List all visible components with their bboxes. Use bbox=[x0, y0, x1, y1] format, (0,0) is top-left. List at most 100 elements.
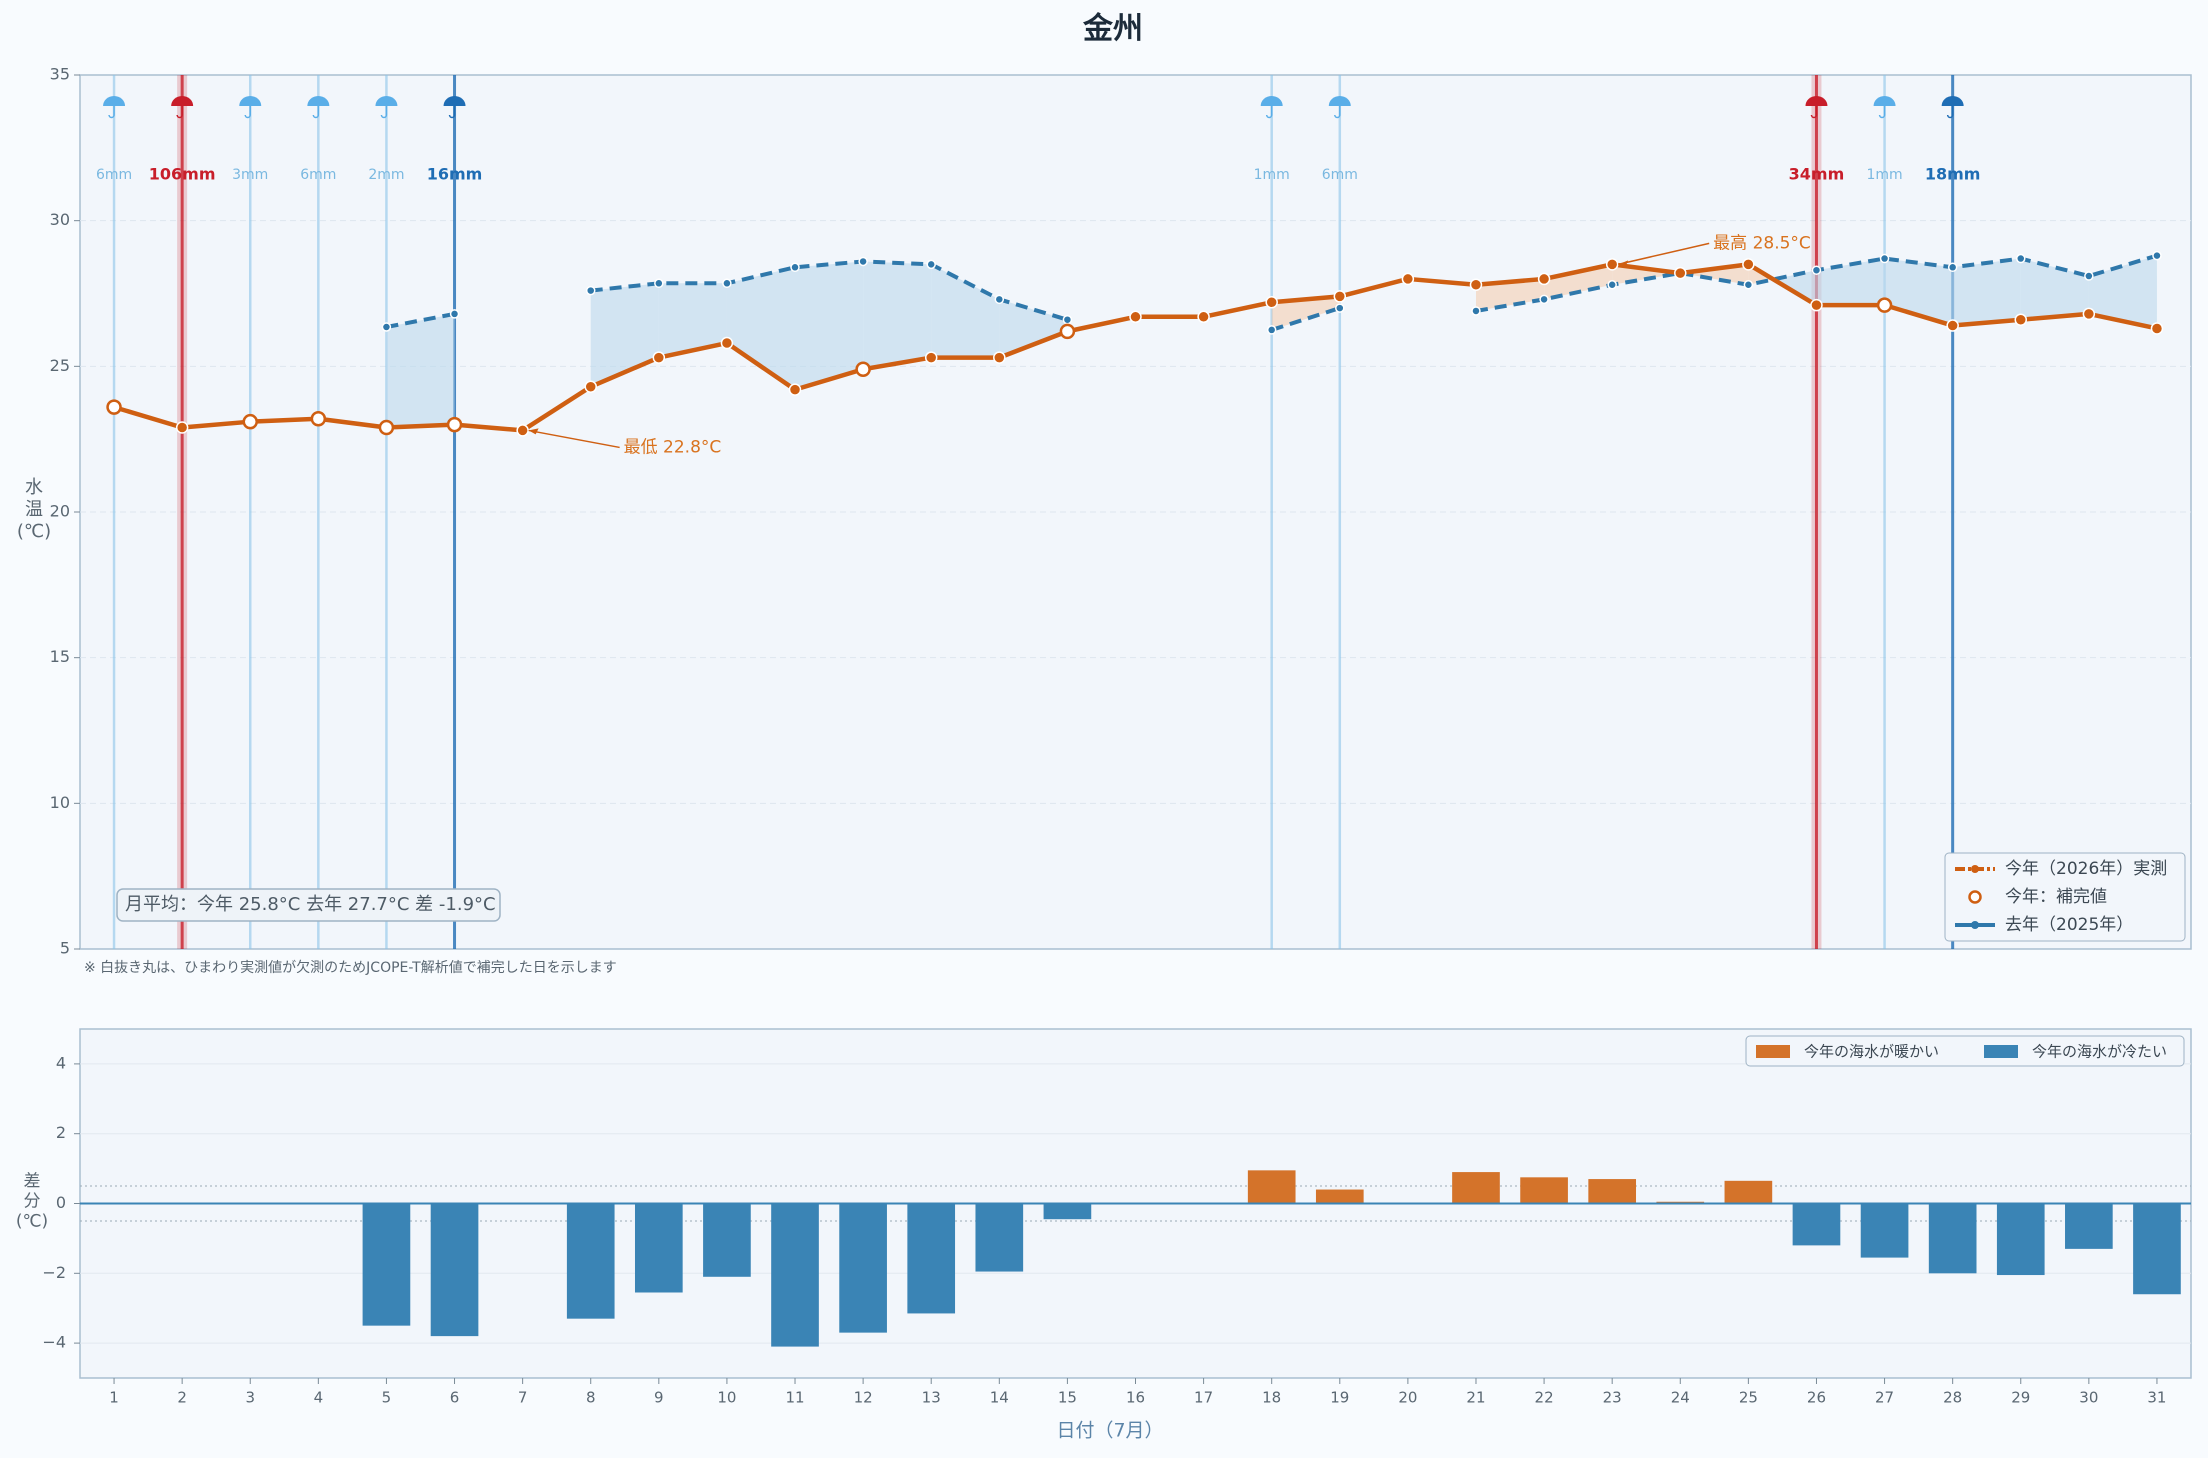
difference-fill bbox=[2088, 255, 2157, 329]
umbrella-icon bbox=[375, 96, 398, 119]
bar bbox=[362, 1203, 411, 1326]
difference-fill bbox=[795, 261, 864, 390]
x-tick-label: 23 bbox=[1603, 1389, 1622, 1407]
umbrella-icon bbox=[171, 96, 194, 119]
rain-label: 6mm bbox=[1322, 167, 1358, 183]
data-point bbox=[1607, 280, 1617, 290]
data-point bbox=[175, 421, 189, 434]
x-tick-label: 12 bbox=[854, 1389, 873, 1407]
data-point bbox=[790, 262, 800, 273]
umbrella-canopy bbox=[1805, 96, 1828, 106]
rain-label: 16mm bbox=[427, 165, 483, 184]
data-point bbox=[1059, 323, 1076, 340]
x-axis-label: 日付（7月） bbox=[1056, 1420, 1163, 1442]
y-tick-label: 20 bbox=[50, 502, 70, 521]
umbrella-canopy bbox=[307, 96, 330, 106]
umbrella-handle bbox=[1878, 106, 1886, 119]
data-point bbox=[1401, 272, 1415, 286]
umbrella-canopy bbox=[171, 96, 194, 106]
difference-fill bbox=[999, 299, 1068, 358]
annotation-arrowhead bbox=[528, 428, 539, 435]
bar bbox=[1928, 1203, 1977, 1274]
y-tick-label: 2 bbox=[56, 1123, 66, 1142]
data-point bbox=[446, 416, 463, 433]
chart-title: 金州 bbox=[1082, 12, 1143, 47]
difference-fill bbox=[863, 261, 932, 370]
summary: 月平均：今年 25.8°C 去年 27.7°C 差 -1.9°C bbox=[125, 894, 496, 915]
x-tick-label: 2 bbox=[177, 1389, 187, 1407]
y-tick-label: 5 bbox=[60, 939, 70, 958]
annotation-arrowhead bbox=[1618, 260, 1629, 268]
data-point bbox=[1265, 295, 1278, 309]
bar bbox=[1520, 1177, 1568, 1204]
data-point bbox=[994, 294, 1005, 305]
bar bbox=[1588, 1179, 1637, 1204]
data-point bbox=[1129, 310, 1142, 324]
data-point bbox=[720, 336, 734, 350]
x-tick-label: 25 bbox=[1739, 1389, 1758, 1407]
legend-label: 今年の海水が冷たい bbox=[2032, 1043, 2167, 1061]
data-point bbox=[1879, 253, 1890, 264]
data-point bbox=[1469, 278, 1483, 292]
legend-label: 今年の海水が暖かい bbox=[1804, 1043, 1939, 1061]
data-point bbox=[1810, 298, 1823, 312]
annotation: 最高 28.5°C bbox=[1713, 233, 1811, 253]
data-point bbox=[652, 351, 666, 364]
difference-fill bbox=[931, 264, 1000, 358]
rain-label: 2mm bbox=[368, 167, 404, 183]
data-point bbox=[1947, 262, 1958, 273]
data-point bbox=[2016, 253, 2026, 264]
rain-label: 6mm bbox=[300, 167, 336, 183]
data-point bbox=[1062, 314, 1073, 325]
x-tick-label: 5 bbox=[382, 1389, 392, 1407]
x-tick-label: 21 bbox=[1466, 1389, 1485, 1407]
data-point bbox=[2084, 271, 2094, 281]
legend-label: 今年：補完値 bbox=[2005, 887, 2107, 907]
bar bbox=[1724, 1180, 1773, 1204]
umbrella-handle bbox=[176, 106, 183, 119]
x-tick-label: 28 bbox=[1943, 1389, 1962, 1407]
data-point bbox=[1605, 258, 1619, 271]
y-tick-label: 15 bbox=[50, 647, 70, 666]
legend-label: 去年（2025年） bbox=[2005, 915, 2133, 935]
difference-fill bbox=[590, 283, 659, 387]
umbrella-icon bbox=[239, 96, 262, 119]
data-point bbox=[722, 278, 732, 289]
umbrella-icon bbox=[443, 96, 466, 119]
data-point bbox=[1197, 310, 1210, 324]
annotation-arrow bbox=[528, 429, 620, 449]
umbrella-handle bbox=[244, 106, 251, 119]
umbrella-canopy bbox=[239, 96, 262, 106]
umbrella-icon bbox=[1328, 96, 1351, 119]
legend-swatch bbox=[1971, 865, 1979, 873]
data-point bbox=[1876, 297, 1893, 313]
note: ※ 白抜き丸は、ひまわり実測値が欠測のためJCOPE-T解析値で補完した日を示し… bbox=[84, 960, 617, 976]
x-tick-label: 15 bbox=[1058, 1389, 1077, 1407]
rain-label: 106mm bbox=[149, 165, 216, 184]
rain-label: 6mm bbox=[96, 167, 132, 183]
y-axis-label: 分 bbox=[24, 1192, 41, 1212]
x-tick-label: 24 bbox=[1671, 1389, 1690, 1407]
umbrella-handle bbox=[108, 106, 115, 119]
data-point bbox=[993, 351, 1006, 364]
data-point bbox=[242, 413, 258, 430]
bar bbox=[771, 1203, 819, 1347]
umbrella-icon bbox=[1260, 96, 1283, 119]
data-point bbox=[1539, 294, 1549, 305]
data-point bbox=[1946, 319, 1959, 332]
x-tick-label: 22 bbox=[1535, 1389, 1554, 1407]
umbrella-canopy bbox=[1328, 96, 1351, 106]
data-point bbox=[1811, 265, 1822, 275]
x-tick-label: 30 bbox=[2079, 1389, 2098, 1407]
data-point bbox=[924, 351, 938, 364]
y-tick-label: −4 bbox=[42, 1333, 66, 1352]
umbrella-canopy bbox=[1941, 96, 1964, 106]
data-point bbox=[381, 322, 392, 332]
difference-fill bbox=[1271, 296, 1340, 330]
legend-swatch bbox=[1984, 1045, 2018, 1058]
x-tick-label: 31 bbox=[2147, 1389, 2166, 1407]
bar bbox=[1792, 1203, 1841, 1246]
y-axis-label: 差 bbox=[24, 1172, 41, 1192]
difference-fill bbox=[726, 267, 796, 390]
difference-fill bbox=[1816, 258, 1885, 306]
